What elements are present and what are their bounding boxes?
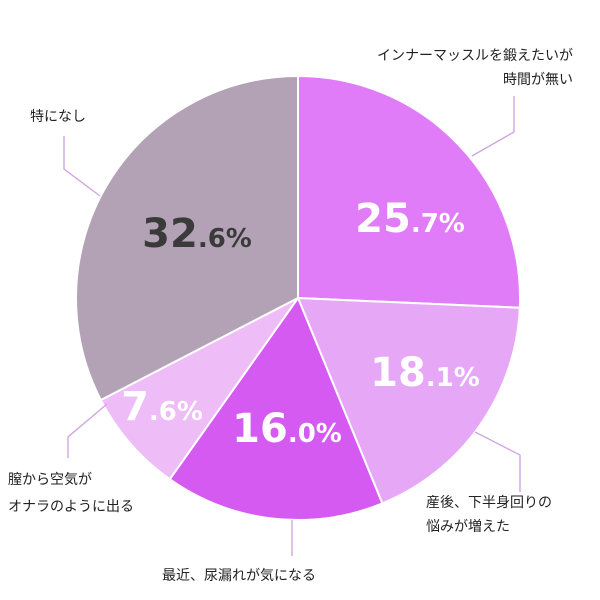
slice-category-label-2-line-2: 悩みが増えた (426, 519, 510, 535)
slice-percent-dec: .7% (411, 209, 465, 239)
slice-percent-dec: .6% (149, 397, 203, 427)
slice-percent-int: 16 (232, 406, 288, 452)
slice-percent-dec: .0% (288, 419, 342, 449)
slice-category-label-1-line-2: 時間が無い (503, 72, 573, 88)
slice-category-label-4-line-2: オナラのように出る (8, 499, 134, 515)
pie-slice-1 (297, 74, 521, 309)
slice-percent-label-3: 16.0% (232, 406, 342, 452)
slice-percent-int: 32 (142, 211, 198, 257)
pie-slice-3 (168, 295, 384, 522)
slice-percent-dec: .6% (198, 224, 252, 254)
slice-category-label-1-line-1: インナーマッスルを鍛えたいが (377, 48, 573, 64)
callout-leader-2 (474, 431, 521, 492)
callout-leaders (63, 96, 521, 556)
slice-category-label-5-line-1: 特になし (30, 109, 86, 125)
slice-percent-label-2: 18.1% (370, 350, 480, 396)
pie-slice-5 (75, 74, 299, 402)
slice-category-label-3-line-1: 最近、尿漏れが気になる (162, 568, 316, 584)
slice-percent-int: 25 (355, 196, 411, 242)
slice-category-label-4-line-1: 膣から空気が (8, 471, 92, 488)
pie-slice-4 (99, 297, 299, 481)
callout-leader-1 (471, 96, 515, 157)
percent-labels: 25.7%18.1%16.0%7.6%32.6% (121, 196, 480, 452)
pie-slices (75, 74, 521, 522)
slice-percent-int: 7 (121, 384, 149, 430)
slice-percent-int: 18 (370, 350, 426, 396)
callout-leader-5 (63, 136, 101, 197)
category-labels: インナーマッスルを鍛えたいが時間が無い産後、下半身回りの悩みが増えた最近、尿漏れ… (8, 48, 573, 584)
slice-percent-dec: .1% (426, 363, 480, 393)
callout-leader-4 (67, 403, 108, 458)
slice-percent-label-4: 7.6% (121, 384, 203, 430)
pie-slice-2 (296, 296, 521, 505)
slice-category-label-2-line-1: 産後、下半身回りの (426, 495, 552, 511)
slice-percent-label-5: 32.6% (142, 211, 252, 257)
slice-percent-label-1: 25.7% (355, 196, 465, 242)
